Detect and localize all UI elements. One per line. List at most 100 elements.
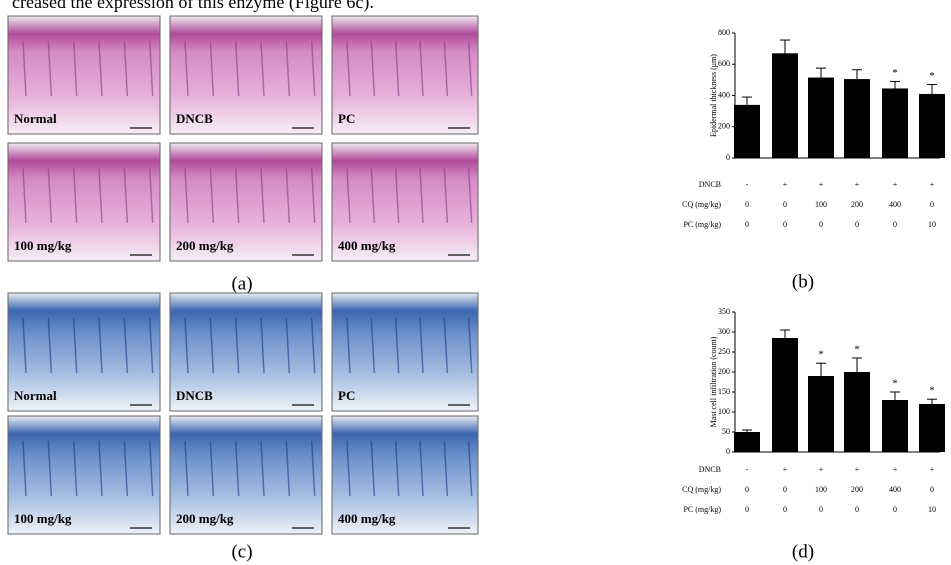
error-bar — [816, 67, 826, 78]
image-label: DNCB — [176, 111, 213, 126]
bar — [844, 79, 870, 158]
y-tick-label: 200 — [718, 367, 730, 376]
tissue-streak — [72, 317, 78, 374]
histology-image — [169, 15, 323, 135]
tissue-streak — [394, 317, 400, 374]
condition-value: 0 — [930, 485, 934, 494]
significance-mark: * — [818, 349, 824, 361]
condition-value: 0 — [855, 220, 859, 229]
condition-value: 0 — [745, 485, 749, 494]
panel-caption: (b) — [792, 271, 814, 292]
y-tick-label: 250 — [718, 347, 730, 356]
condition-value: 0 — [745, 200, 749, 209]
bar — [919, 404, 945, 452]
histology-image — [331, 142, 479, 262]
histology-image — [169, 142, 323, 262]
tissue-streak — [209, 440, 215, 497]
error-bar — [742, 96, 752, 105]
tissue-streak — [467, 317, 473, 374]
error-bar — [890, 391, 900, 400]
histology-image — [169, 415, 323, 535]
y-tick-label: 300 — [718, 327, 730, 336]
tissue-streak — [148, 440, 154, 497]
condition-value: + — [893, 180, 898, 189]
bar — [882, 400, 908, 452]
bar — [734, 104, 760, 158]
tissue-streak — [22, 167, 27, 224]
histology-image — [331, 15, 479, 135]
tissue-streak — [310, 317, 316, 374]
histology-image — [169, 292, 323, 412]
tissue-streak — [370, 440, 376, 497]
significance-mark: * — [929, 70, 935, 82]
tissue-streak — [123, 317, 129, 374]
tissue-streak — [184, 167, 189, 224]
condition-value: + — [855, 465, 860, 474]
body-text: creased the expression of this enzyme (F… — [12, 0, 374, 13]
condition-value: 0 — [783, 485, 787, 494]
tissue-streak — [72, 440, 78, 497]
condition-value: 0 — [745, 220, 749, 229]
y-tick-label: 200 — [718, 122, 730, 131]
y-axis-label: Epidermal thickness (μm) — [709, 54, 718, 137]
condition-label: PC (mg/kg) — [683, 220, 721, 229]
tissue-streak — [260, 40, 265, 97]
y-tick-label: 50 — [722, 427, 730, 436]
condition-value: 0 — [819, 220, 823, 229]
bar — [808, 77, 834, 158]
tissue-streak — [22, 40, 27, 97]
condition-label: DNCB — [699, 180, 721, 189]
condition-value: + — [930, 180, 935, 189]
image-label: 200 mg/kg — [176, 511, 234, 526]
tissue-streak — [370, 40, 376, 97]
tissue-streak — [394, 440, 400, 497]
panel-caption: (c) — [231, 541, 252, 562]
tissue-streak — [310, 440, 316, 497]
tissue-streak — [234, 167, 240, 224]
tissue-streak — [394, 167, 400, 224]
tissue-streak — [419, 440, 424, 497]
condition-value: 0 — [855, 505, 859, 514]
tissue-streak — [370, 317, 376, 374]
image-label: 400 mg/kg — [338, 238, 396, 253]
tissue-streak — [467, 440, 473, 497]
condition-value: 0 — [930, 200, 934, 209]
bar — [772, 53, 798, 158]
tissue-streak — [260, 317, 265, 374]
condition-value: 100 — [815, 200, 827, 209]
tissue-streak — [419, 317, 424, 374]
error-bar — [927, 84, 937, 94]
tissue-streak — [72, 40, 78, 97]
tissue-streak — [47, 40, 53, 97]
tissue-streak — [443, 440, 449, 497]
error-bar — [816, 362, 826, 376]
tissue-streak — [285, 317, 291, 374]
condition-value: 0 — [819, 505, 823, 514]
histology-image — [331, 292, 479, 412]
bar — [772, 338, 798, 452]
tissue-streak — [443, 167, 449, 224]
tissue-streak — [47, 167, 53, 224]
bar — [844, 372, 870, 452]
tissue-streak — [184, 440, 189, 497]
condition-value: + — [819, 465, 824, 474]
error-bar — [780, 39, 790, 54]
condition-label: CQ (mg/kg) — [682, 200, 721, 209]
condition-value: + — [855, 180, 860, 189]
y-tick-label: 600 — [718, 59, 730, 68]
error-bar — [927, 398, 937, 404]
y-tick-label: 800 — [718, 28, 730, 37]
error-bar — [742, 429, 752, 432]
tissue-streak — [419, 167, 424, 224]
image-label: Normal — [14, 111, 57, 126]
condition-value: + — [893, 465, 898, 474]
condition-value: + — [930, 465, 935, 474]
panel-caption: (d) — [792, 541, 814, 562]
condition-value: - — [746, 180, 749, 189]
tissue-streak — [47, 440, 53, 497]
image-label: PC — [338, 388, 355, 403]
tissue-streak — [419, 40, 424, 97]
condition-label: PC (mg/kg) — [683, 505, 721, 514]
condition-value: 400 — [889, 200, 901, 209]
